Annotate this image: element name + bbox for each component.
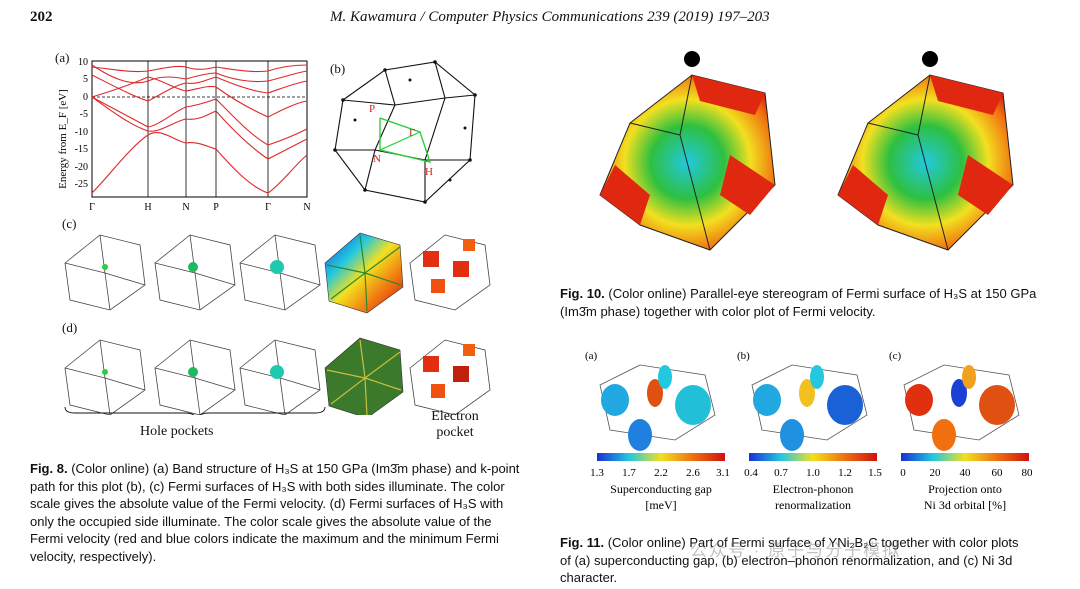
stereo-dot-right	[922, 51, 938, 67]
colorbar-c	[901, 453, 1029, 461]
svg-text:renormalization: renormalization	[775, 498, 851, 512]
band-y-axis-label: Energy from E_F [eV]	[57, 89, 69, 189]
svg-text:-5: -5	[80, 109, 88, 120]
stereogram	[599, 51, 1014, 251]
svg-text:2.2: 2.2	[654, 467, 668, 479]
svg-text:0: 0	[83, 92, 88, 103]
stereo-left	[599, 74, 776, 251]
svg-text:40: 40	[960, 467, 972, 479]
svg-text:(a): (a)	[585, 350, 598, 362]
svg-text:H: H	[144, 202, 151, 213]
svg-text:Γ: Γ	[89, 202, 95, 213]
svg-text:Γ: Γ	[409, 127, 415, 139]
fig10-caption: Fig. 10. (Color online) Parallel-eye ste…	[560, 286, 1037, 319]
svg-text:1.5: 1.5	[868, 467, 882, 479]
journal-header: M. Kawamura / Computer Physics Communica…	[330, 9, 770, 25]
electron-pocket-label-1: Electron	[431, 409, 479, 424]
svg-text:-15: -15	[75, 144, 88, 155]
svg-text:N: N	[182, 202, 189, 213]
page-number: 202	[30, 9, 53, 25]
svg-text:N: N	[303, 202, 310, 213]
svg-text:3.1: 3.1	[716, 467, 730, 479]
svg-text:0.7: 0.7	[774, 467, 788, 479]
svg-text:2.6: 2.6	[686, 467, 700, 479]
stereo-dot-left	[684, 51, 700, 67]
svg-text:(b): (b)	[737, 350, 750, 362]
svg-text:[meV]: [meV]	[645, 498, 676, 512]
svg-text:Ni 3d orbital [%]: Ni 3d orbital [%]	[924, 498, 1006, 512]
svg-text:0.4: 0.4	[744, 467, 758, 479]
svg-text:-25: -25	[75, 179, 88, 190]
fig8-panel-d-label: (d)	[62, 320, 78, 335]
svg-text:Superconducting gap: Superconducting gap	[610, 482, 712, 496]
svg-text:5: 5	[83, 74, 88, 85]
svg-text:80: 80	[1022, 467, 1034, 479]
svg-text:(c): (c)	[889, 350, 902, 362]
svg-text:P: P	[213, 202, 219, 213]
svg-text:1.2: 1.2	[838, 467, 852, 479]
svg-text:1.0: 1.0	[806, 467, 820, 479]
electron-pocket-label-2: pocket	[436, 425, 474, 440]
band-curves	[91, 64, 308, 194]
svg-text:60: 60	[992, 467, 1004, 479]
watermark: 公众号 · 原子与分子模拟	[690, 541, 902, 560]
stereo-right	[837, 74, 1014, 251]
svg-text:P: P	[369, 103, 375, 115]
svg-text:-10: -10	[75, 127, 88, 138]
colorbar-b	[749, 453, 877, 461]
colorbar-a	[597, 453, 725, 461]
fig8-panel-b-label: (b)	[330, 61, 346, 76]
svg-text:-20: -20	[75, 162, 88, 173]
svg-text:20: 20	[930, 467, 942, 479]
hole-pockets-label: Hole pockets	[140, 424, 214, 439]
svg-text:1.3: 1.3	[590, 467, 604, 479]
svg-text:H: H	[425, 166, 433, 178]
svg-text:Projection onto: Projection onto	[928, 482, 1002, 496]
svg-text:Γ: Γ	[265, 202, 271, 213]
fermi-surface-rows	[64, 232, 491, 415]
fig8-panel-a-label: (a)	[55, 50, 70, 65]
band-structure-plot: Energy from E_F [eV] 10 5 0 -5 -10 -15 -…	[57, 57, 311, 213]
svg-text:10: 10	[78, 57, 88, 68]
svg-text:N: N	[373, 153, 381, 165]
svg-text:0: 0	[900, 467, 906, 479]
k-point-path	[379, 117, 432, 163]
fig11-panels: (a) (b) (c) 1.3 1.7 2.2 2.6 3.1 0	[585, 350, 1034, 512]
svg-text:Electron-phonon: Electron-phonon	[773, 482, 854, 496]
svg-text:1.7: 1.7	[622, 467, 636, 479]
fig8-caption: Fig. 8. (Color online) (a) Band structur…	[30, 461, 520, 564]
fig8-panel-c-label: (c)	[62, 216, 77, 231]
brillouin-zone: P Γ N H	[333, 60, 477, 204]
fig11-caption: Fig. 11. (Color online) Part of Fermi su…	[560, 535, 1019, 585]
